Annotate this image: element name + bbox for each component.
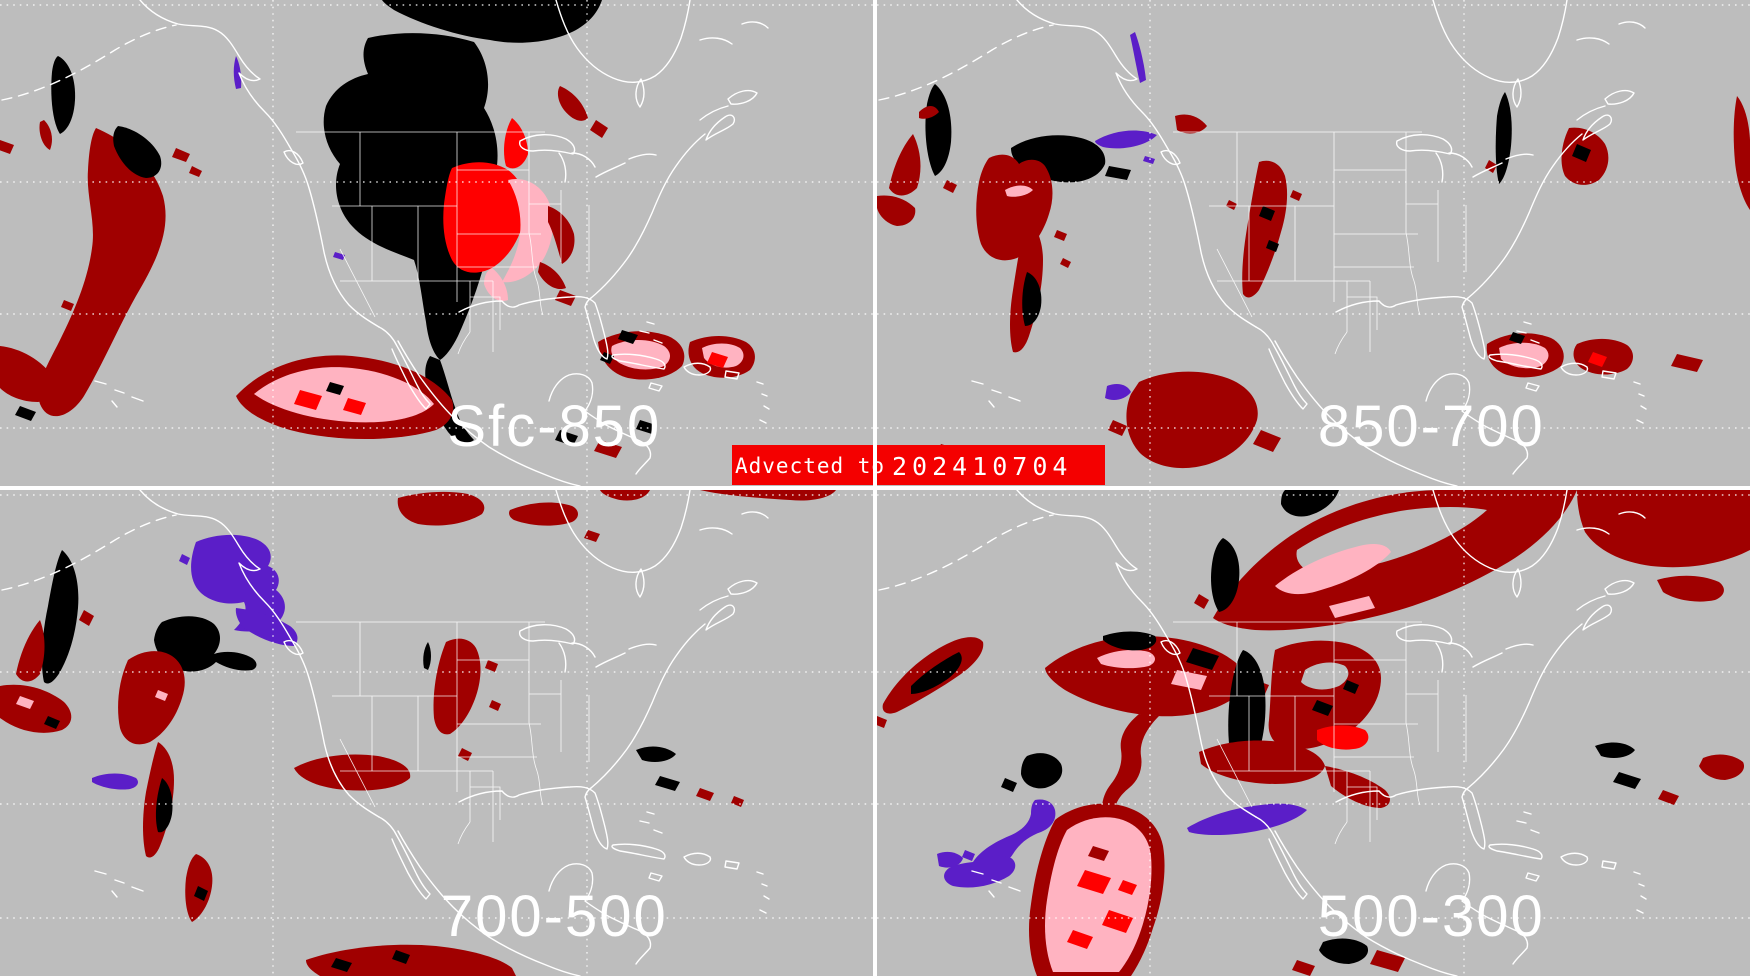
panel-700-500: 700-500 xyxy=(0,490,873,976)
map-700-500 xyxy=(0,490,873,976)
map-sfc-850 xyxy=(0,0,873,486)
panel-850-700: 850-700 xyxy=(877,0,1750,486)
moisture-data xyxy=(877,490,1750,976)
moisture-data xyxy=(0,0,755,458)
advected-banner: Advected to 202410704 xyxy=(732,445,1105,485)
layer-label-700-500: 700-500 xyxy=(440,884,668,949)
map-500-300 xyxy=(877,490,1750,976)
banner-label: Advected to xyxy=(735,454,886,478)
banner-timestamp: 202410704 xyxy=(892,452,1073,481)
moisture-data xyxy=(0,490,836,976)
panel-sfc-850: Sfc-850 xyxy=(0,0,873,486)
layer-label-500-300: 500-300 xyxy=(1317,884,1545,949)
layer-label-sfc-850: Sfc-850 xyxy=(447,394,662,459)
layer-label-850-700: 850-700 xyxy=(1317,394,1545,459)
moisture-data xyxy=(877,32,1750,469)
panel-divider-horizontal xyxy=(0,486,1750,490)
panel-500-300: 500-300 xyxy=(877,490,1750,976)
map-850-700 xyxy=(877,0,1750,486)
